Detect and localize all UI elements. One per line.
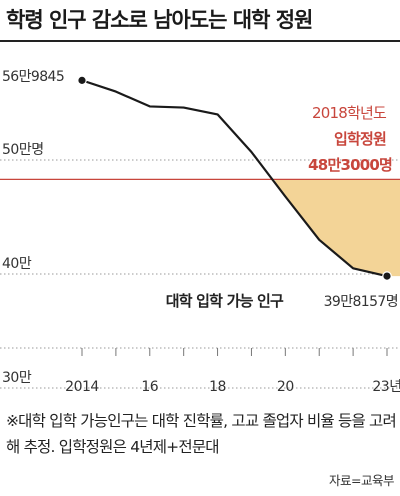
end-value-label: 39만8157명: [324, 294, 398, 310]
source-label: 자료=교육부: [329, 473, 394, 488]
x-tick-label: 2014: [65, 379, 99, 395]
chart-title: 학령 인구 감소로 남아도는 대학 정원: [6, 8, 313, 32]
footnote: ※대학 입학 가능인구는 대학 진학률, 고교 졸업자 비율 등을 고려해 추정…: [6, 412, 397, 456]
line-chart: 2014 16 18 20 23년 30만 40만 50만명 56만9845 39만8157명 대학…: [0, 69, 400, 395]
y-tick-label: 40만: [2, 256, 32, 272]
data-point: [382, 271, 392, 281]
reference-label-year: 2018학년도: [312, 104, 387, 122]
data-point: [77, 75, 87, 86]
y-tick-label: 30만: [2, 370, 32, 386]
title-divider: [0, 40, 400, 42]
start-value-label: 56만9845: [2, 69, 64, 85]
x-tick-label: 20: [277, 379, 294, 395]
x-tick-label: 18: [209, 379, 226, 395]
x-tick-label: 16: [141, 379, 158, 395]
x-tick-label: 23년: [372, 379, 400, 395]
series-label: 대학 입학 가능 인구: [166, 292, 284, 310]
series-line: [81, 79, 388, 278]
shortfall-area: [275, 179, 400, 277]
y-tick-label: 50만명: [2, 142, 44, 158]
reference-label-value: 48만3000명: [308, 156, 392, 174]
reference-label-name: 입학정원: [334, 130, 386, 148]
